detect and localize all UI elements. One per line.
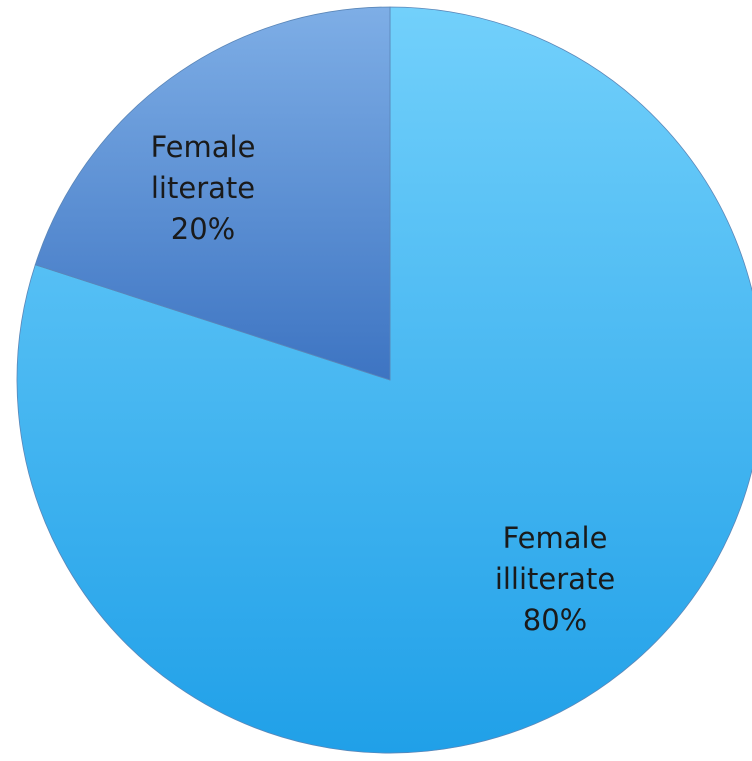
pie-slice-label-line: literate bbox=[151, 171, 255, 205]
pie-slice-label-line: Female bbox=[151, 130, 256, 164]
pie-slice-label-line: illiterate bbox=[495, 562, 615, 596]
pie-slice-label: Female illiterate 80% bbox=[495, 521, 615, 637]
pie-slice-label-line: Female bbox=[503, 521, 608, 555]
pie-slices bbox=[16, 6, 752, 754]
pie-slice-percent: 20% bbox=[171, 212, 235, 246]
pie-slice-percent: 80% bbox=[523, 603, 587, 637]
pie-slice-label: Female literate 20% bbox=[151, 130, 256, 246]
pie-slice-female-illiterate bbox=[16, 6, 752, 754]
pie-labels: Female illiterate 80% Female literate 20% bbox=[151, 130, 616, 637]
pie-slice-female-literate bbox=[34, 6, 391, 381]
